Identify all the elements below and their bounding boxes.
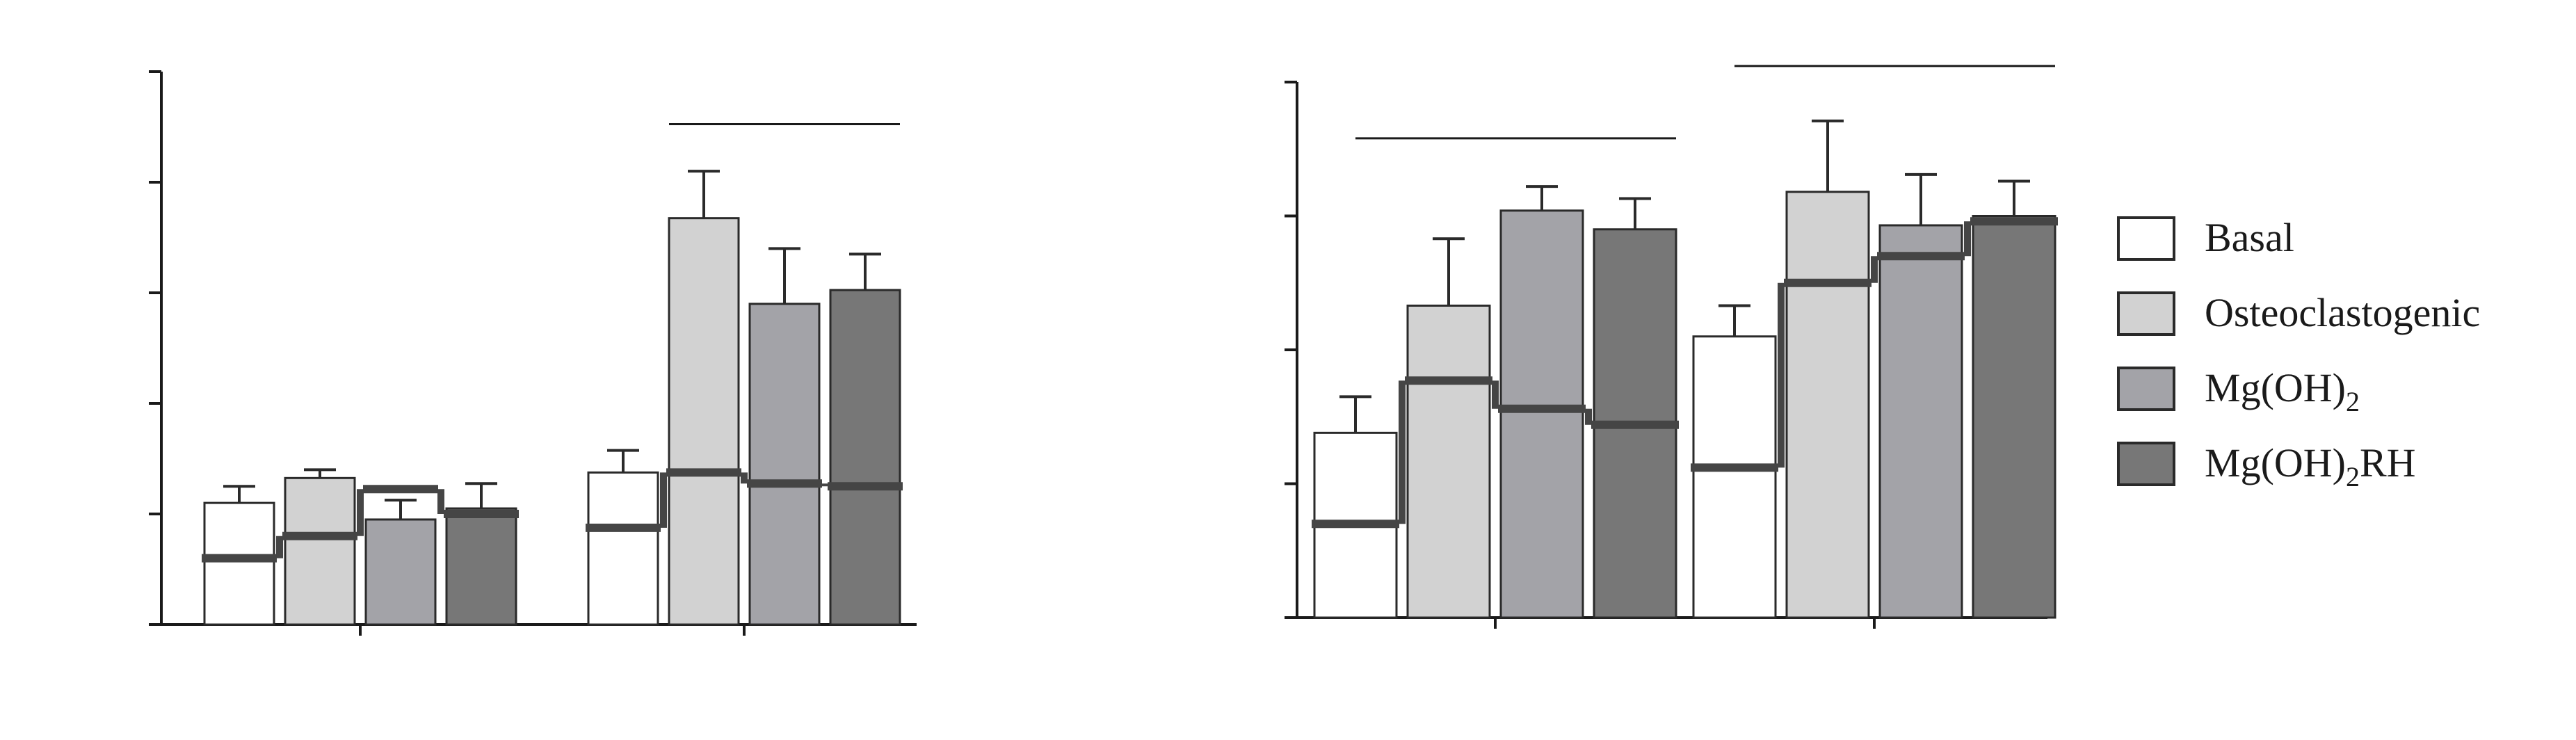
bar <box>203 501 275 626</box>
bar <box>829 289 901 626</box>
legend-swatch <box>2117 291 2175 336</box>
bar <box>748 303 821 626</box>
bar <box>1878 224 1963 619</box>
bar <box>284 476 356 626</box>
legend-label-main: Osteoclastogenic <box>2205 290 2480 335</box>
bar <box>587 471 659 626</box>
legend-label-subscript: 2 <box>2346 461 2360 492</box>
alp-chart <box>149 70 917 636</box>
legend-label-subscript: 2 <box>2346 386 2360 417</box>
legend-label-main: Mg(OH) <box>2205 440 2346 485</box>
legend-label: Basal <box>2205 215 2294 260</box>
legend-label-tail: RH <box>2360 440 2416 485</box>
legend-label: Mg(OH)2RH <box>2205 440 2416 492</box>
legend-label: Mg(OH)2 <box>2205 365 2360 417</box>
bar <box>364 518 437 626</box>
trap-chart <box>1285 65 2058 629</box>
bar <box>1785 191 1870 619</box>
bar <box>1499 209 1584 619</box>
legend-swatch <box>2117 442 2175 486</box>
bar <box>1972 215 2056 619</box>
legend-swatch <box>2117 367 2175 411</box>
legend-label-main: Basal <box>2205 215 2294 260</box>
bar <box>1692 335 1777 619</box>
bar <box>445 507 517 626</box>
bar <box>668 217 740 626</box>
legend-label-main: Mg(OH) <box>2205 365 2346 410</box>
legend-label: Osteoclastogenic <box>2205 290 2480 335</box>
bar <box>1406 304 1491 619</box>
legend-swatch <box>2117 216 2175 261</box>
